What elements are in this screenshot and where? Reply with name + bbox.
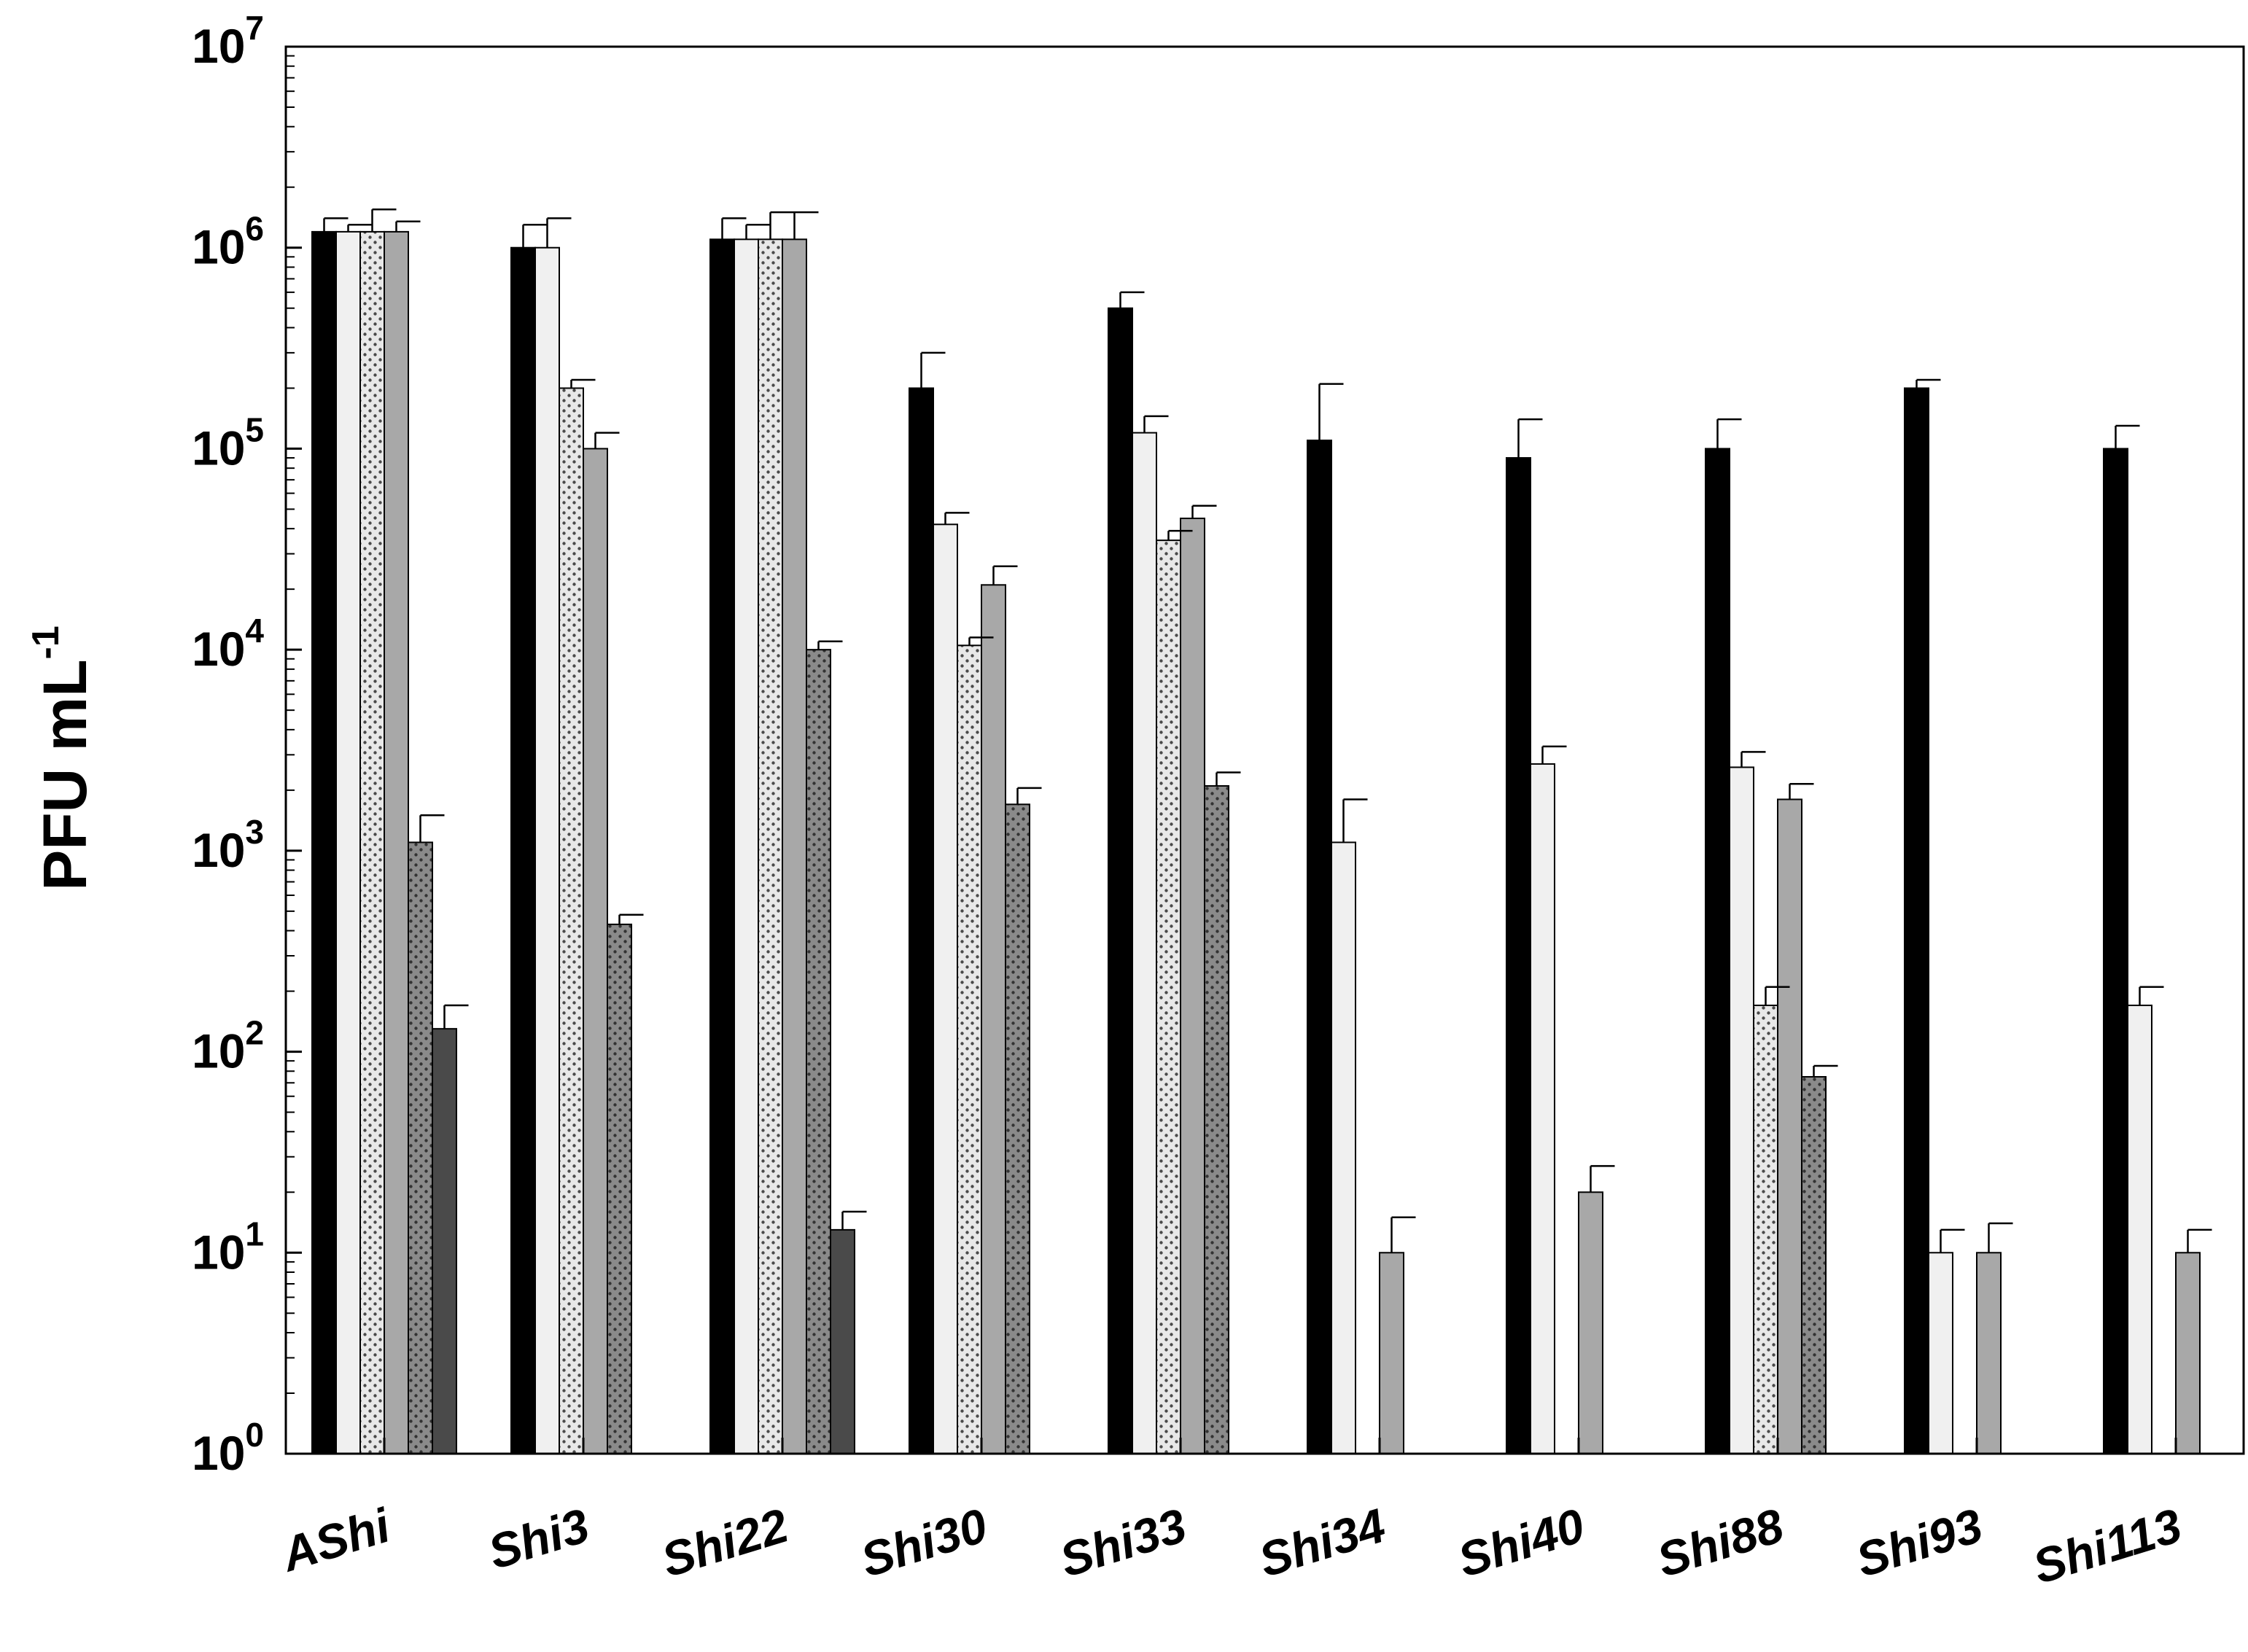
y-tick-label: 102 — [192, 1014, 264, 1078]
bar — [957, 644, 982, 1454]
y-tick-label: 104 — [192, 612, 264, 676]
x-tick-label: Shi33 — [1054, 1498, 1192, 1587]
y-tick-base: 10 — [192, 823, 245, 877]
bar — [559, 387, 584, 1454]
bar — [1777, 798, 1802, 1454]
y-tick-exponent: 7 — [245, 9, 264, 47]
bar — [607, 923, 632, 1455]
bar — [933, 523, 958, 1455]
y-axis-title: PFU mL-1 — [25, 626, 99, 891]
bar — [1108, 307, 1133, 1455]
bar — [1705, 448, 1730, 1454]
y-tick-base: 10 — [192, 19, 245, 73]
x-tick-label: Shi113 — [2027, 1498, 2187, 1594]
x-tick-label: Shi34 — [1253, 1498, 1391, 1587]
bar — [1729, 766, 1754, 1455]
bar — [2127, 1005, 2152, 1454]
bars-layer — [311, 230, 2201, 1455]
bar — [709, 238, 735, 1454]
bar — [981, 584, 1006, 1454]
bar — [1928, 1252, 1953, 1455]
bar — [830, 1228, 855, 1454]
bar — [734, 238, 759, 1454]
bar — [758, 238, 783, 1454]
y-tick-exponent: 6 — [245, 210, 264, 248]
x-tick-label: Shi3 — [482, 1498, 595, 1580]
bar — [583, 448, 608, 1454]
bar — [335, 230, 361, 1454]
y-tick-label: 107 — [192, 9, 264, 73]
y-tick-exponent: 2 — [245, 1014, 264, 1052]
bar — [1506, 457, 1531, 1454]
bar — [1578, 1191, 1603, 1455]
plot-area-frame — [284, 45, 2245, 1455]
bar — [510, 246, 536, 1455]
bar — [2103, 448, 2128, 1454]
bar — [1530, 763, 1555, 1454]
y-tick-base: 10 — [192, 421, 245, 475]
bar — [1331, 841, 1356, 1454]
bar — [1132, 432, 1157, 1454]
bar — [432, 1028, 457, 1454]
x-tick-label: Shi40 — [1452, 1498, 1590, 1587]
y-tick-label: 101 — [192, 1215, 264, 1279]
bar — [782, 238, 807, 1454]
bar — [1904, 387, 1929, 1454]
y-tick-label: 106 — [192, 210, 264, 274]
y-axis-title-exponent: -1 — [25, 626, 67, 659]
bar — [1204, 785, 1229, 1455]
y-tick-base: 10 — [192, 622, 245, 676]
bar — [2175, 1252, 2201, 1455]
bar — [806, 649, 831, 1455]
x-tick-label: AShi — [274, 1497, 397, 1582]
bar — [1379, 1252, 1404, 1455]
x-tick-label: Shi22 — [656, 1498, 794, 1587]
x-tick-label: Shi30 — [855, 1498, 993, 1587]
y-tick-exponent: 4 — [245, 612, 264, 650]
bar — [1753, 1005, 1778, 1454]
bar — [1307, 440, 1332, 1454]
y-tick-label: 103 — [192, 813, 264, 877]
bar — [1180, 518, 1205, 1454]
y-tick-base: 10 — [192, 1225, 245, 1279]
x-axis: AShi Shi3 Shi22 Shi30 Shi33 Shi34 Shi40 Shi88 Sh… — [274, 1438, 2187, 1594]
y-tick-base: 10 — [192, 1024, 245, 1078]
y-tick-label: 105 — [192, 410, 264, 475]
bar — [1801, 1076, 1827, 1454]
bar — [1005, 803, 1030, 1454]
y-tick-base: 10 — [192, 220, 245, 274]
bar — [359, 230, 385, 1454]
x-tick-label: Shi93 — [1850, 1498, 1988, 1587]
y-axis-title-text: PFU mL — [31, 659, 99, 890]
bar — [1156, 539, 1181, 1454]
error-bars-layer — [323, 208, 2212, 1253]
y-tick-exponent: 3 — [245, 813, 264, 851]
bar — [534, 246, 560, 1455]
bar — [408, 841, 433, 1454]
y-tick-exponent: 1 — [245, 1215, 264, 1252]
y-tick-base: 10 — [192, 1426, 245, 1480]
x-tick-label: Shi88 — [1651, 1498, 1789, 1587]
bar — [311, 230, 337, 1454]
y-tick-label: 100 — [192, 1416, 264, 1480]
bar — [909, 387, 934, 1454]
bar — [1976, 1252, 2002, 1455]
bar — [384, 230, 409, 1454]
y-tick-exponent: 5 — [245, 410, 264, 448]
y-tick-exponent: 0 — [245, 1416, 264, 1454]
